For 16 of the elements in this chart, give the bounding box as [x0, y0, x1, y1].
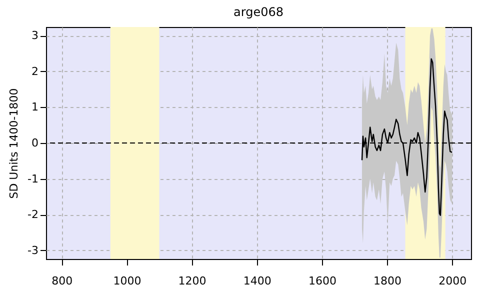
x-tick-label: 2000 [438, 274, 467, 288]
x-tick-label: 800 [52, 274, 73, 288]
y-tick-label: -1 [28, 172, 38, 186]
y-tick-label: -3 [28, 244, 38, 257]
x-tick-label: 1400 [243, 274, 272, 288]
x-tick-label: 1000 [113, 274, 142, 288]
y-tick-label: 0 [32, 136, 38, 150]
chart-title: arge068 [234, 5, 284, 19]
y-tick-label: -2 [28, 208, 38, 222]
y-axis-title: SD Units 1400-1800 [8, 88, 21, 199]
x-tick-label: 1600 [308, 274, 336, 288]
y-tick-label: 2 [32, 64, 38, 78]
y-tick-label: 1 [32, 100, 38, 114]
x-tick-label: 1800 [374, 274, 402, 288]
y-tick-label: 3 [32, 29, 38, 42]
x-tick-label: 1200 [178, 274, 206, 288]
